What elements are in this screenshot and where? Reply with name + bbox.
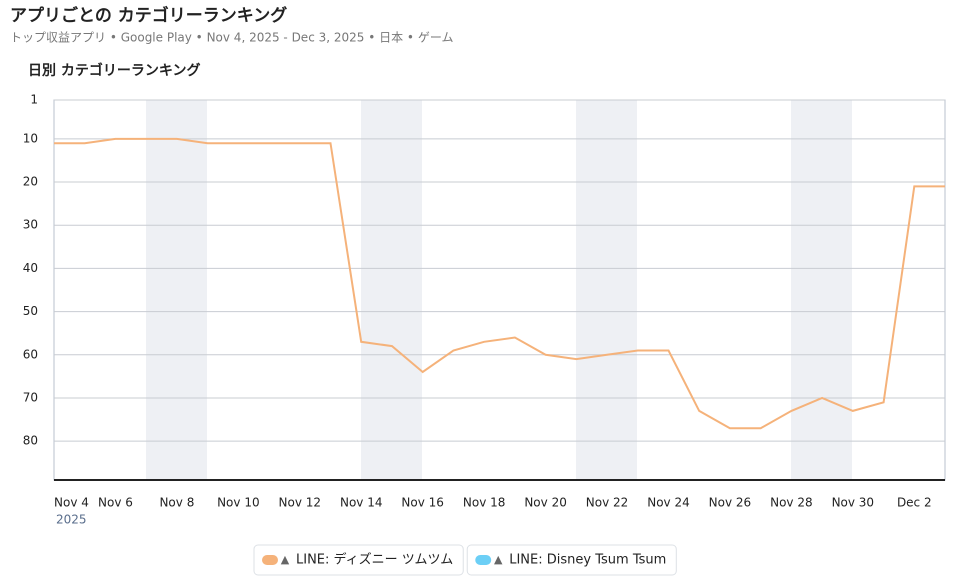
- chart-title: 日別 カテゴリーランキング: [28, 62, 200, 79]
- x-tick-label: Nov 16: [401, 496, 444, 510]
- title: アプリごとの カテゴリーランキング: [10, 5, 287, 26]
- y-tick-label: 1: [30, 93, 38, 107]
- y-tick-label: 20: [23, 175, 38, 189]
- x-tick-label: Nov 28: [770, 496, 813, 510]
- weekend-band: [576, 100, 637, 480]
- legend-box: [466, 544, 677, 576]
- x-tick-label: Nov 6: [98, 496, 133, 510]
- legend: ▲ LINE: ディズニー ツムツム ▲ LINE: Disney Tsum Tsum: [253, 544, 677, 576]
- weekend-bands: [146, 100, 852, 480]
- weekend-band: [361, 100, 422, 480]
- x-tick-label: Nov 10: [217, 496, 260, 510]
- legend-label: LINE: ディズニー ツムツム: [296, 552, 453, 568]
- x-tick-label: Nov 30: [832, 496, 875, 510]
- series-line: [54, 137, 945, 430]
- x-tick-label: Nov 14: [340, 496, 383, 510]
- x-tick-label: Nov 26: [709, 496, 752, 510]
- x-tick-label: Nov 18: [463, 496, 506, 510]
- x-sublabel: 2025: [56, 513, 87, 527]
- y-tick-label: 10: [23, 131, 38, 145]
- legend-icon: ▲: [281, 553, 290, 566]
- legend-label: LINE: Disney Tsum Tsum: [509, 553, 666, 568]
- legend-item: ▲ LINE: Disney Tsum Tsum: [466, 544, 677, 576]
- legend-swatch: [475, 555, 492, 565]
- subtitle: トップ収益アプリ • Google Play • Nov 4, 2025 - D…: [10, 31, 453, 45]
- y-tick-label: 60: [23, 347, 38, 361]
- x-tick-label: Dec 2: [897, 496, 932, 510]
- x-tick-label: Nov 8: [159, 496, 194, 510]
- x-tick-label: Nov 24: [647, 496, 690, 510]
- legend-swatch: [262, 555, 278, 565]
- weekend-band: [146, 100, 207, 480]
- y-tick-label: 50: [23, 304, 38, 318]
- legend-icon: ▲: [494, 553, 503, 566]
- legend-box: [253, 544, 464, 576]
- y-tick-label: 80: [23, 434, 38, 448]
- x-tick-label: Nov 4: [54, 496, 89, 510]
- y-tick-label: 70: [23, 390, 38, 404]
- x-tick-label: Nov 20: [524, 496, 567, 510]
- x-tick-label: Nov 22: [586, 496, 629, 510]
- y-tick-label: 30: [23, 218, 38, 232]
- weekend-band: [791, 100, 852, 480]
- legend-item: ▲ LINE: ディズニー ツムツム: [253, 544, 464, 576]
- x-tick-label: Nov 12: [279, 496, 322, 510]
- y-tick-label: 40: [23, 261, 38, 275]
